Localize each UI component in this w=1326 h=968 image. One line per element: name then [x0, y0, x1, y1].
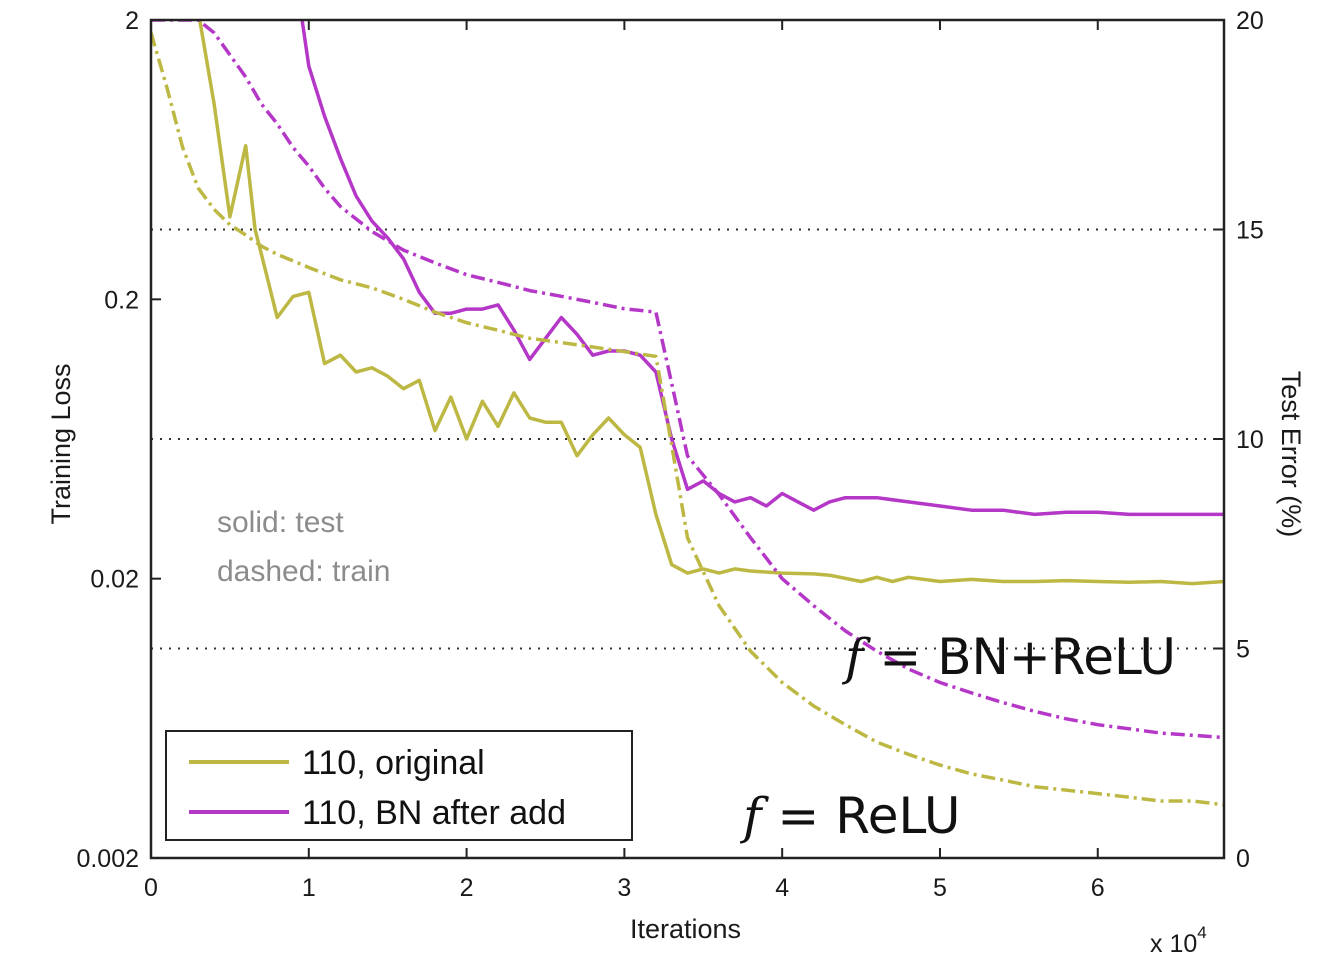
- x-axis-multiplier: x 104: [1150, 923, 1207, 958]
- series-line-train-bn-after-add: [151, 20, 1224, 740]
- legend-entry-bn-after-add: 110, BN after add: [302, 794, 566, 832]
- x-tick-label: 6: [1091, 874, 1105, 902]
- x-tick-label: 4: [775, 874, 789, 902]
- y-axis-left-label: Training Loss: [46, 363, 76, 524]
- x-multiplier-exponent: 4: [1197, 923, 1206, 942]
- x-multiplier-base: x 10: [1150, 930, 1197, 958]
- x-axis-label: Iterations: [630, 914, 741, 944]
- function-definition: = ReLU: [762, 787, 961, 845]
- y-left-tick-label: 0.2: [104, 286, 139, 314]
- x-tick-label: 5: [933, 874, 947, 902]
- x-tick-label: 3: [617, 874, 631, 902]
- y-axis-right-label: Test Error (%): [1276, 371, 1306, 538]
- x-tick-label: 0: [144, 874, 158, 902]
- legend-box: [165, 730, 633, 841]
- y-right-tick-label: 10: [1236, 426, 1264, 454]
- y-right-tick-label: 15: [1236, 217, 1264, 245]
- series-line-train-original: [151, 32, 1224, 807]
- series-points: [151, 32, 1225, 805]
- y-left-tick-label: 2: [125, 7, 139, 35]
- annotation-solid-test: solid: test: [217, 506, 344, 539]
- y-right-tick-label: 0: [1236, 845, 1250, 873]
- annotation-dashed-train: dashed: train: [217, 555, 390, 588]
- series-lines: [151, 11, 1225, 807]
- function-label-relu: f = ReLU: [739, 787, 960, 845]
- y-right-tick-label: 20: [1236, 7, 1264, 35]
- series-points: [198, 11, 1225, 584]
- legend-entry-original: 110, original: [302, 744, 485, 782]
- function-definition: = BN+ReLU: [864, 628, 1177, 686]
- function-label-bn-relu: f = BN+ReLU: [841, 628, 1176, 686]
- y-right-tick-label: 5: [1236, 636, 1250, 664]
- series-line-test-bn-after-add: [300, 20, 1224, 517]
- x-tick-label: 1: [302, 874, 316, 902]
- series-line-test-original: [197, 20, 1224, 586]
- y-left-tick-label: 0.002: [76, 845, 139, 873]
- x-tick-label: 2: [460, 874, 474, 902]
- y-left-tick-label: 0.02: [90, 566, 139, 594]
- legend: 110, original 110, BN after add: [165, 730, 633, 841]
